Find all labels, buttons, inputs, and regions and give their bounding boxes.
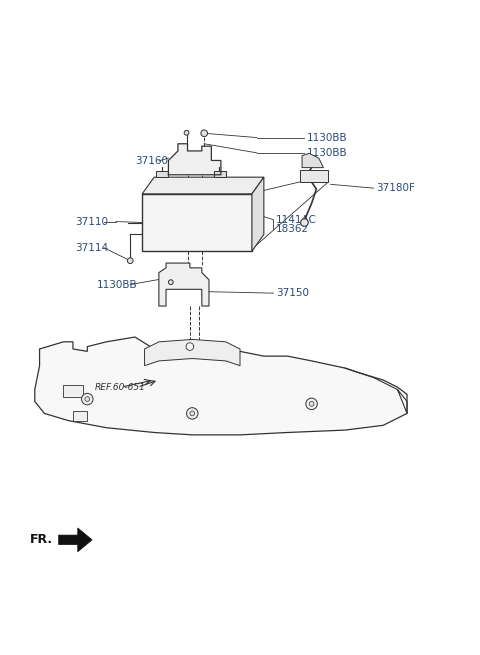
Bar — [142, 194, 252, 251]
Circle shape — [306, 398, 317, 409]
Text: 1130BB: 1130BB — [307, 132, 348, 143]
Polygon shape — [252, 177, 264, 251]
Polygon shape — [142, 177, 264, 194]
Text: 37114: 37114 — [75, 243, 108, 253]
Polygon shape — [159, 263, 209, 306]
Circle shape — [309, 402, 314, 406]
Circle shape — [187, 407, 198, 419]
Text: REF.60-651: REF.60-651 — [95, 383, 145, 392]
Circle shape — [168, 280, 173, 284]
Text: 18362: 18362 — [276, 224, 309, 234]
Circle shape — [85, 397, 90, 402]
Bar — [63, 384, 83, 397]
Polygon shape — [59, 528, 92, 552]
Circle shape — [201, 130, 207, 137]
Polygon shape — [302, 153, 324, 168]
Text: 37110: 37110 — [75, 217, 108, 227]
Text: 37150: 37150 — [276, 288, 309, 298]
Text: 37160: 37160 — [135, 156, 168, 166]
Text: FR.: FR. — [30, 533, 53, 546]
Circle shape — [186, 343, 194, 350]
Text: 1130BB: 1130BB — [307, 148, 348, 158]
Circle shape — [300, 219, 308, 227]
Polygon shape — [168, 143, 221, 175]
Circle shape — [190, 411, 195, 416]
Polygon shape — [144, 339, 240, 365]
Polygon shape — [35, 337, 407, 435]
Bar — [156, 172, 168, 177]
Circle shape — [82, 394, 93, 405]
Text: 1141AC: 1141AC — [276, 215, 317, 225]
Circle shape — [184, 130, 189, 135]
Bar — [73, 411, 87, 421]
Text: 1130BB: 1130BB — [97, 280, 137, 290]
Bar — [214, 172, 226, 177]
Text: 37180F: 37180F — [376, 183, 415, 193]
Circle shape — [127, 258, 133, 263]
Bar — [300, 170, 328, 182]
